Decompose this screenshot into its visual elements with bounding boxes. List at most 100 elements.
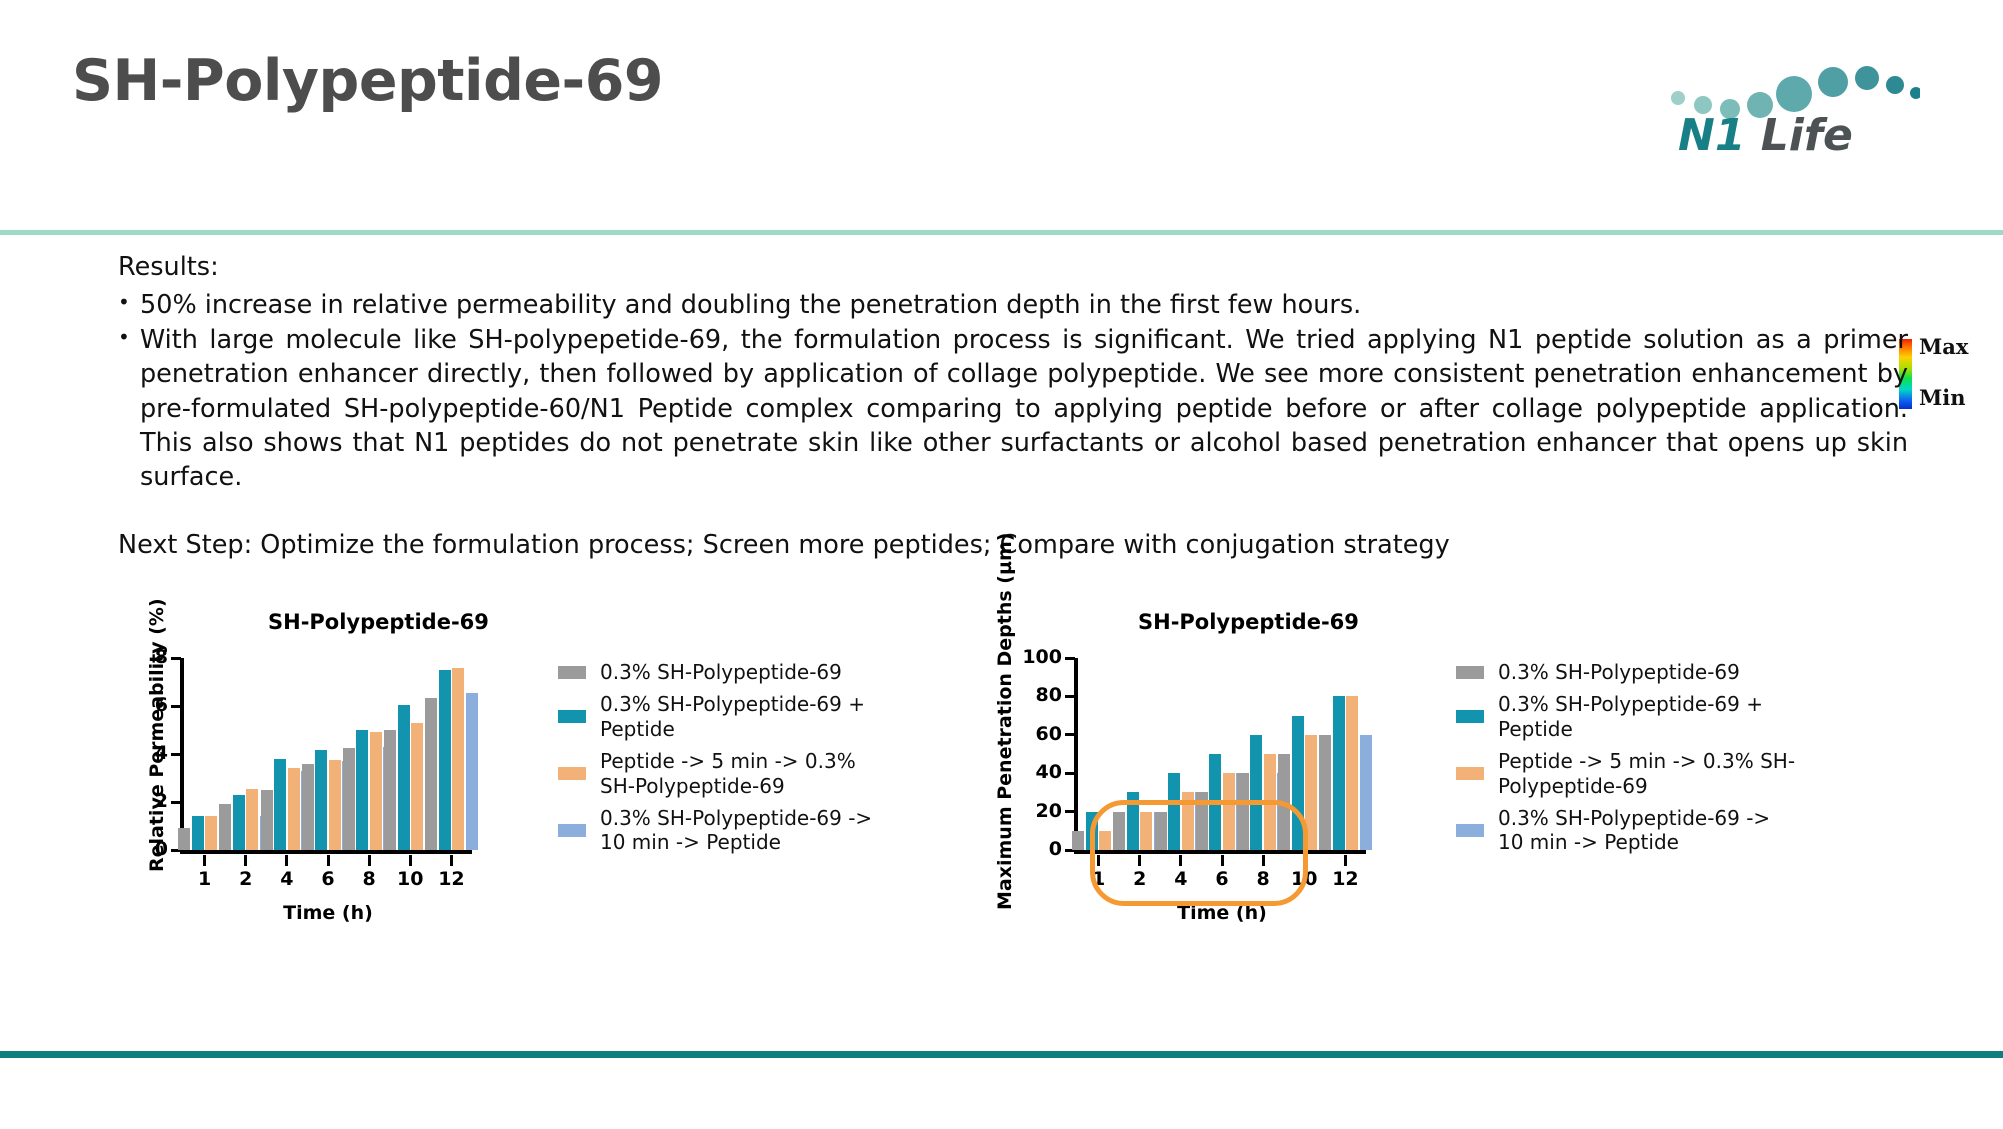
chart-title: SH-Polypeptide-69: [268, 610, 489, 634]
bullet-marker: •: [118, 325, 130, 350]
x-axis-tick-label: 8: [1256, 868, 1270, 890]
bullet-marker: •: [118, 290, 130, 315]
dot-arc-icon: [1671, 66, 1920, 119]
y-axis-tick-label: 4: [154, 742, 168, 764]
results-text-block: Results: • 50% increase in relative perm…: [118, 250, 1908, 495]
legend-label: 0.3% SH-Polypeptide-69 -> 10 min -> Pept…: [600, 805, 873, 855]
bar: [1250, 734, 1263, 850]
y-axis-line: [1074, 658, 1078, 851]
x-axis-title: Time (h): [283, 902, 373, 924]
y-axis-tick-label: 80: [1035, 684, 1062, 707]
bullet-text: With large molecule like SH-polypepetide…: [140, 325, 1908, 492]
bar: [1181, 792, 1194, 850]
x-axis-tick-label: 1: [197, 868, 212, 890]
x-axis-tick: [326, 855, 330, 866]
x-axis-tick: [1097, 855, 1101, 866]
chart-title: SH-Polypeptide-69: [1138, 610, 1359, 634]
legend-item[interactable]: 0.3% SH-Polypeptide-69 + Peptide: [1456, 692, 1796, 741]
legend-item[interactable]: 0.3% SH-Polypeptide-69: [558, 660, 888, 684]
x-axis-tick-label: 12: [438, 868, 465, 890]
colormap-max-label: Max: [1919, 334, 1969, 359]
legend-label: 0.3% SH-Polypeptide-69: [1498, 660, 1740, 684]
bar: [356, 730, 369, 850]
bar: [438, 670, 451, 850]
bar: [1154, 811, 1167, 850]
legend-label: Peptide -> 5 min -> 0.3% SH-Polypeptide-…: [1498, 749, 1796, 798]
bullet-item: • With large molecule like SH-polypepeti…: [118, 323, 1908, 494]
bar: [219, 804, 232, 850]
y-axis-tick-label: 8: [154, 646, 168, 668]
colormap-legend: Max Min: [1899, 334, 1999, 411]
bar: [315, 750, 328, 850]
x-axis-tick: [449, 855, 453, 866]
bar: [274, 758, 287, 850]
legend-swatch: [1456, 767, 1484, 781]
x-axis-tick-label: 2: [239, 868, 253, 890]
x-axis-tick: [1220, 855, 1224, 866]
bar: [246, 788, 259, 850]
legend-swatch: [1456, 710, 1484, 724]
y-axis-tick: [1065, 694, 1075, 698]
legend-item[interactable]: Peptide -> 5 min -> 0.3% SH-Polypeptide-…: [1456, 749, 1796, 798]
x-axis-tick: [203, 855, 207, 866]
bar: [301, 763, 314, 850]
legend-label: 0.3% SH-Polypeptide-69 -> 10 min -> Pept…: [1498, 805, 1771, 855]
bar: [1099, 830, 1112, 850]
bar: [232, 794, 245, 850]
legend-item[interactable]: 0.3% SH-Polypeptide-69 -> 10 min -> Pept…: [1456, 806, 1796, 855]
bar: [1332, 696, 1345, 850]
results-heading: Results:: [118, 252, 219, 282]
bar: [1305, 734, 1318, 850]
bar: [1236, 773, 1249, 850]
bar: [1168, 773, 1181, 850]
bar: [384, 730, 397, 850]
y-axis-tick: [171, 704, 181, 708]
x-axis-tick-label: 10: [397, 868, 424, 890]
bar: [1346, 696, 1359, 850]
y-axis-tick: [1065, 656, 1075, 660]
x-axis-tick: [1261, 855, 1265, 866]
x-axis-tick: [408, 855, 412, 866]
bar: [1359, 734, 1372, 850]
y-axis-tick-label: 60: [1035, 722, 1062, 745]
x-axis-tick: [244, 855, 248, 866]
x-axis-tick-label: 8: [362, 868, 376, 890]
bar: [452, 667, 465, 850]
legend-swatch: [558, 665, 586, 679]
chart-legend: 0.3% SH-Polypeptide-69 0.3% SH-Polypeptid…: [1456, 660, 1796, 863]
penetration-depth-chart: SH-Polypeptide-69 Maximum Penetration Dep…: [978, 533, 1878, 940]
legend-item[interactable]: Peptide -> 5 min -> 0.3% SH-Polypeptide-…: [558, 749, 888, 798]
legend-item[interactable]: 0.3% SH-Polypeptide-69 -> 10 min -> Pept…: [558, 806, 888, 855]
bar: [178, 828, 191, 850]
y-axis-tick-label: 0: [154, 838, 168, 860]
y-axis-tick-label: 20: [1035, 799, 1062, 822]
legend-item[interactable]: 0.3% SH-Polypeptide-69 + Peptide: [558, 692, 888, 741]
footer-divider: [0, 1051, 2003, 1058]
x-axis-tick: [285, 855, 289, 866]
plot-area: 0 2 4 6 8 1 2 4 6 8 10 12: [155, 646, 478, 890]
legend-item[interactable]: 0.3% SH-Polypeptide-69: [1456, 660, 1796, 684]
y-axis-tick-label: 6: [154, 694, 168, 716]
legend-swatch: [1456, 823, 1484, 837]
legend-swatch: [1456, 665, 1484, 679]
y-axis-title: Relative Permeability (%): [146, 598, 168, 872]
legend-swatch: [558, 767, 586, 781]
legend-label: 0.3% SH-Polypeptide-69 + Peptide: [600, 692, 865, 741]
logo-wordmark: N1 Life: [1678, 110, 1853, 161]
bar: [369, 732, 382, 850]
bar: [465, 692, 478, 850]
bar: [191, 816, 204, 850]
logo-life-text: Life: [1745, 110, 1853, 161]
x-axis-tick: [1179, 855, 1183, 866]
logo-n1-text: N1: [1678, 110, 1746, 161]
colormap-gradient-bar: [1899, 339, 1912, 409]
y-axis-tick-label: 40: [1035, 761, 1062, 784]
x-axis-line: [1074, 850, 1366, 854]
x-axis-line: [180, 850, 472, 854]
bar: [287, 768, 300, 850]
page-title: SH-Polypeptide-69: [72, 48, 664, 114]
y-axis-tick: [1065, 810, 1075, 814]
y-axis-tick: [171, 800, 181, 804]
highlight-annotation-box: [1090, 800, 1308, 906]
bar: [260, 790, 273, 850]
